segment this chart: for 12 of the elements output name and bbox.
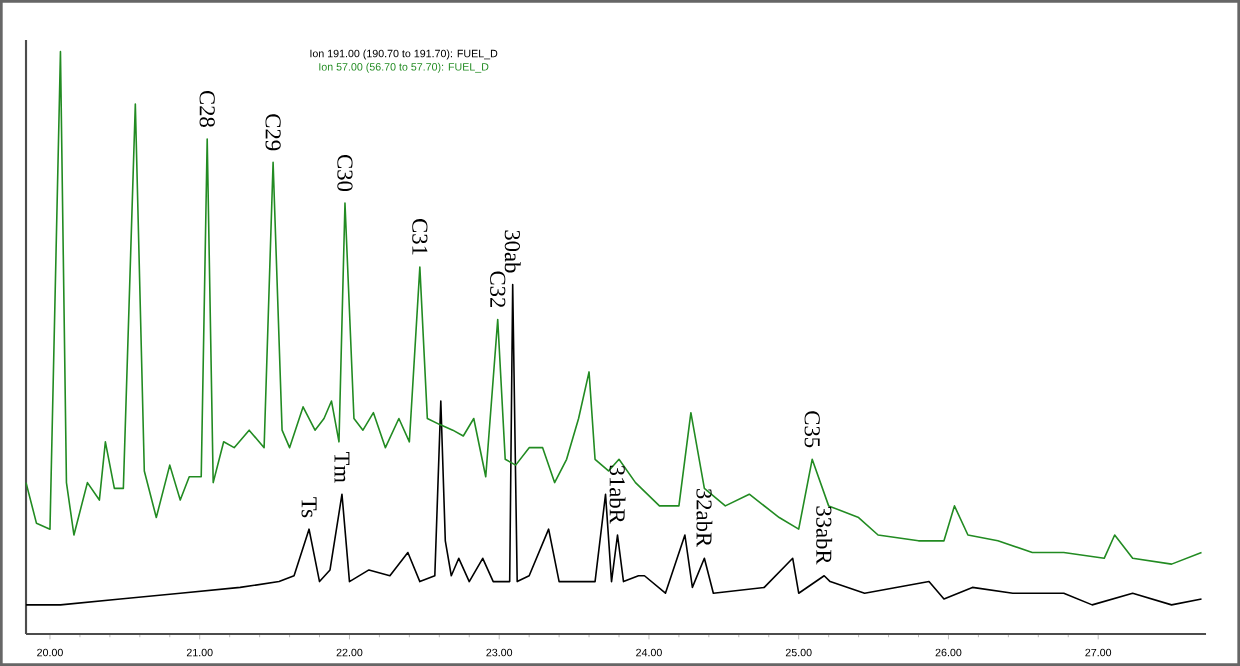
annotation: C32 [490, 271, 506, 308]
annotation: C29 [265, 114, 281, 151]
annotation: 30ab [504, 230, 521, 273]
annotation: Tm [334, 451, 350, 483]
annotation: Ts [301, 497, 317, 518]
annotation: 32abR [696, 489, 713, 548]
annotation: 33abR [816, 506, 833, 565]
annotation: C35 [804, 411, 820, 448]
annotation: C31 [412, 219, 428, 255]
annotation: C28 [199, 90, 215, 127]
annotation: C30 [337, 155, 353, 191]
annotation: 31abR [609, 465, 626, 524]
